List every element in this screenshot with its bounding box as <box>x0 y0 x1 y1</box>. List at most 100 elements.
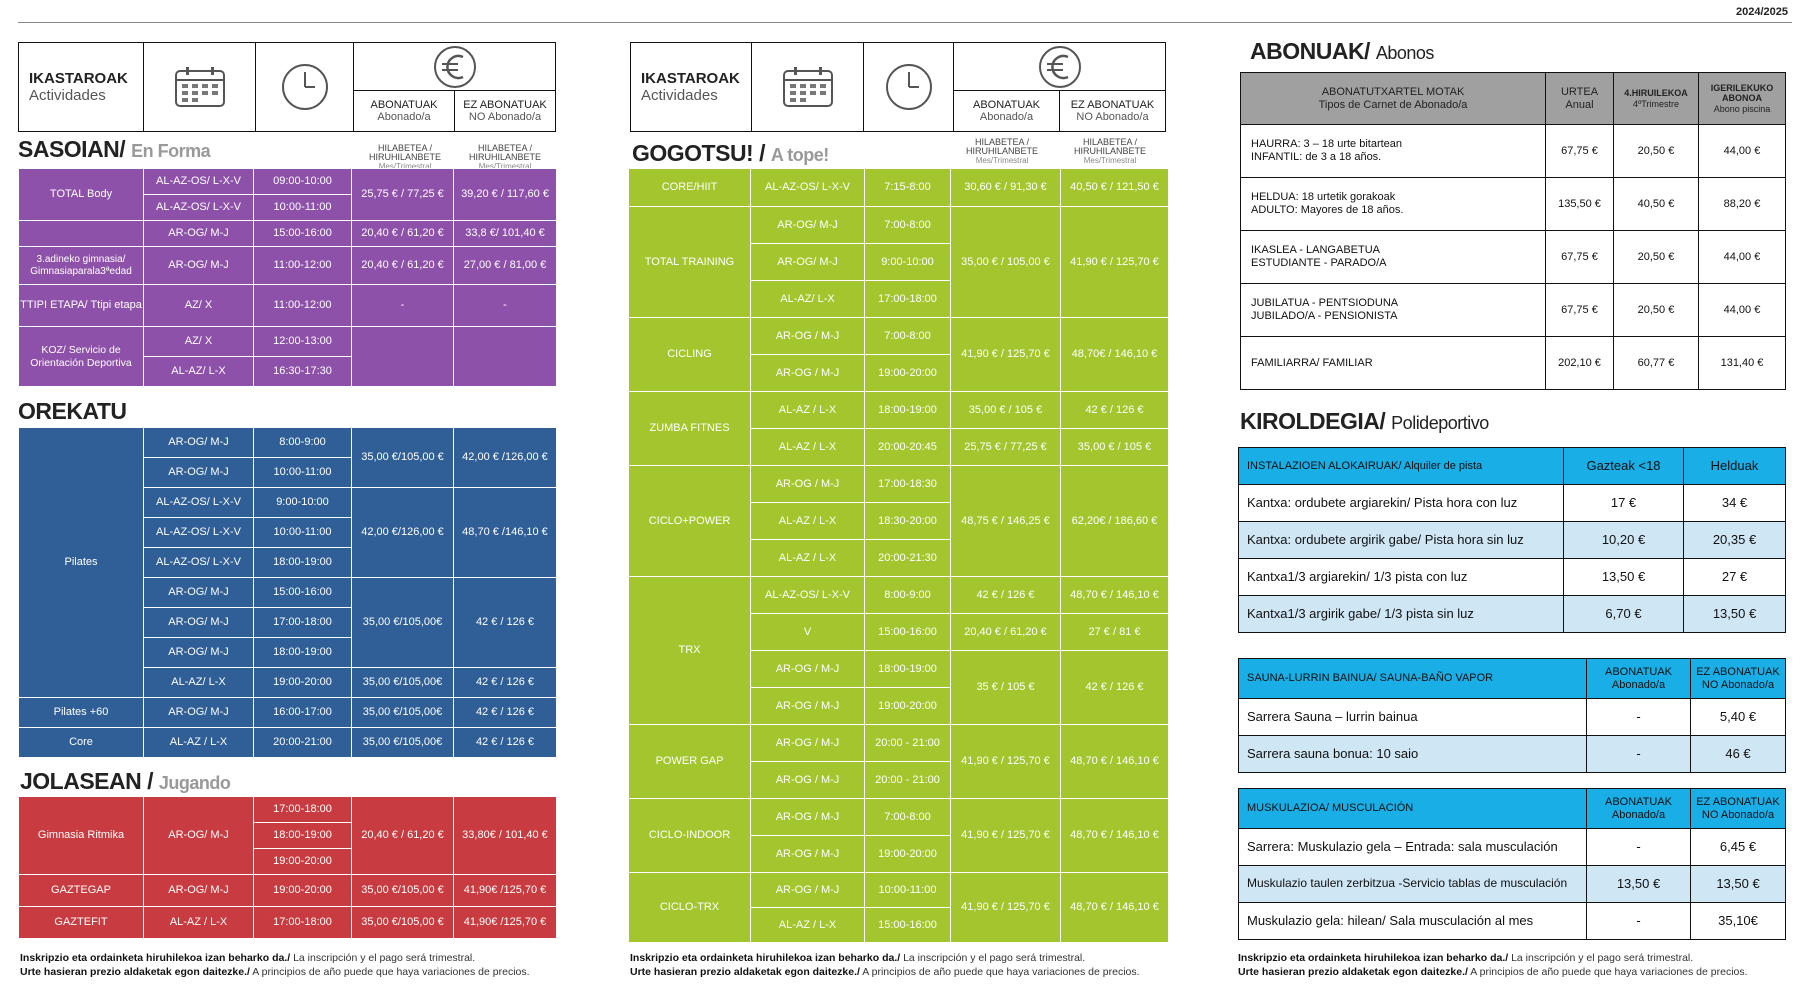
table-cell: Sarrera Sauna – lurrin bainua <box>1238 698 1587 736</box>
table-cell: 41,90 € / 125,70 € <box>1060 206 1169 318</box>
table-cell: 15:00-16:00 <box>864 613 951 651</box>
activity-name: KOZ/ Servicio de Orientación Deportiva <box>18 326 144 387</box>
table-cell: 27,00 € / 81,00 € <box>453 246 557 285</box>
clock-icon <box>863 43 953 131</box>
table-cell: AR-OG/ M-J <box>143 246 254 285</box>
table-cell: 20,40 € / 61,20 € <box>950 613 1061 651</box>
table-cell: V <box>750 613 865 651</box>
table-cell: 41,90€ /125,70 € <box>453 874 557 907</box>
table-row: Sarrera: Muskulazio gela – Entrada: sala… <box>1238 828 1786 866</box>
activity-name: 3.adineko gimnasia/ Gimnasiaparala3ªedad <box>18 246 144 285</box>
kiroldegia-title: KIROLDEGIA/ Polideportivo <box>1240 408 1489 434</box>
table-cell: 35,00 €/105,00 € <box>351 874 454 907</box>
table-cell: 19:00-20:00 <box>253 874 352 907</box>
table-cell: AR-OG/ M-J <box>143 607 254 638</box>
table-cell: 17:00-18:00 <box>253 607 352 638</box>
table-row: 3.adineko gimnasia/ Gimnasiaparala3ªedad… <box>18 246 557 285</box>
activity-name: GAZTEGAP <box>18 874 144 907</box>
table-cell: JUBILATUA - PENTSIODUNA JUBILADO/A - PENS… <box>1240 283 1546 337</box>
table-cell: 131,40 € <box>1698 336 1786 390</box>
table-cell: AZ/ X <box>143 284 254 327</box>
hili-note: HILABETEA / HIRUHILANBETE Mes/Trimestral <box>1073 137 1146 165</box>
table-cell: AL-AZ-OS/ L-X-V <box>143 194 254 221</box>
table-row: AR-OG/ M-J 15:00-16:00 35,00 €/105,00€ 42 €… <box>19 577 557 668</box>
table-cell: 35 € / 105 € <box>950 650 1061 725</box>
table-cell: AL-AZ/ L-X <box>750 280 865 318</box>
activity-name: CORE/HIIT <box>628 168 751 207</box>
table-cell: 9:00-10:00 <box>253 487 352 518</box>
table-cell: 135,50 € <box>1545 177 1614 231</box>
col-abonatuak-es: Abonado/a <box>377 111 431 123</box>
activity-name: CICLING <box>628 317 751 392</box>
table-cell: AL-AZ-OS/ L-X-V <box>750 168 865 207</box>
table-cell: 20:00-21:30 <box>864 539 951 577</box>
table-cell: 42 € / 126 € <box>453 727 557 758</box>
gogotsu-table: CORE/HIIT AL-AZ-OS/ L-X-V 7:15-8:00 30,60 €… <box>628 168 1169 943</box>
table-cell: AR-OG / M-J <box>750 354 865 392</box>
table-cell: AL-AZ-OS/ L-X-V <box>143 517 254 548</box>
table-cell: 34 € <box>1683 484 1786 522</box>
table-cell: 7:00-8:00 <box>864 206 951 244</box>
table-cell: Helduak <box>1683 447 1786 485</box>
calendar-icon <box>751 43 863 131</box>
table-row: SAUNA-LURRIN BAINUA/ SAUNA-BAÑO VAPOR ABO… <box>1238 658 1786 699</box>
table-row: GAZTEGAP AR-OG/ M-J 19:00-20:00 35,00 €/105… <box>18 874 557 907</box>
table-cell: 44,00 € <box>1698 283 1786 337</box>
table-cell: AL-AZ / L-X <box>750 539 865 577</box>
table-cell: 44,00 € <box>1698 230 1786 284</box>
activity-name: GAZTEFIT <box>18 906 144 939</box>
table-row: TOTAL TRAINING AR-OG/ M-J 7:00-8:00 35,00 €… <box>628 206 1169 318</box>
table-row: JUBILATUA - PENTSIODUNA JUBILADO/A - PENS… <box>1240 283 1786 337</box>
table-cell: 48,70 € /146,10 € <box>453 487 557 578</box>
table-cell: Muskulazio gela: hilean/ Sala musculació… <box>1238 902 1587 940</box>
table-cell: 48,70 € / 146,10 € <box>1060 576 1169 614</box>
table-cell: AL-AZ / L-X <box>750 502 865 540</box>
table-cell: 67,75 € <box>1545 230 1614 284</box>
table-cell: 10:00-11:00 <box>253 194 352 221</box>
clock-icon <box>255 43 353 131</box>
table-cell: 35,00 €/105,00 € <box>351 427 454 488</box>
table-cell: - <box>1586 735 1691 773</box>
table-cell: 6,70 € <box>1563 595 1684 633</box>
table-cell: 48,70 € / 146,10 € <box>1060 872 1169 943</box>
table-row: AR-OG/ M-J 17:00-18:00 <box>19 607 557 638</box>
table-row: AR-OG/ M-J 10:00-11:00 <box>19 457 557 488</box>
table-row: AR-OG / M-J 20:00 - 21:00 <box>629 761 1169 799</box>
table-cell: 10:00-11:00 <box>253 457 352 488</box>
hili-note: HILABETEA / HIRUHILANBETE Mes/Trimestral <box>368 143 441 171</box>
table-row: Kantxa: ordubete argiarekin/ Pista hora … <box>1238 484 1786 522</box>
header-subtitle: Actividades <box>29 87 106 104</box>
table-cell: 35,00 € / 105,00 € <box>950 206 1061 318</box>
table-cell: 13,50 € <box>1563 558 1684 596</box>
table-cell: Kantxa1/3 argirik gabe/ 1/3 pista sin lu… <box>1238 595 1564 633</box>
table-cell: 19:00-20:00 <box>864 687 951 725</box>
sasoian-title: SASOIAN/ En Forma <box>18 136 211 162</box>
table-row: Muskulazio gela: hilean/ Sala musculació… <box>1238 902 1786 940</box>
abonuak-table: ABONATUTXARTEL MOTAK Tipos de Carnet de A… <box>1240 72 1786 390</box>
activity-name: Pilates +60 <box>18 697 144 728</box>
table-cell: 18:00-19:00 <box>253 822 352 849</box>
table-cell: Sarrera sauna bonua: 10 saio <box>1238 735 1587 773</box>
activity-name: CICLO-TRX <box>628 872 751 943</box>
table-cell: AL-AZ / L-X <box>143 727 254 758</box>
table-cell: 19:00-20:00 <box>253 667 352 698</box>
table-cell: 20,50 € <box>1613 230 1699 284</box>
header-title: IKASTAROAK <box>641 70 740 87</box>
table-cell: 20:00-21:00 <box>253 727 352 758</box>
table-row: Kantxa1/3 argirik gabe/ 1/3 pista sin lu… <box>1238 595 1786 633</box>
table-cell: 41,90 € / 125,70 € <box>950 872 1061 943</box>
table-row: Gimnasia Ritmika AR-OG/ M-J 17:00-18:00 20,… <box>18 796 557 875</box>
table-cell: AR-OG/ M-J <box>143 697 254 728</box>
orekatu-table: Pilates AR-OG/ M-J 8:00-9:00 35,00 €/105,00… <box>18 427 557 758</box>
table-row: HAURRA: 3 – 18 urte bitartean INFANTIL: d… <box>1240 124 1786 178</box>
activity-name: ZUMBA FITNES <box>628 391 751 466</box>
table-cell: AL-AZ / L-X <box>750 428 865 466</box>
table-cell: AR-OG/ M-J <box>143 220 254 247</box>
table-cell: 25,75 € / 77,25 € <box>351 168 454 221</box>
abonuak-title: ABONUAK/ Abonos <box>1250 38 1434 64</box>
table-cell: 48,75 € / 146,25 € <box>950 465 1061 577</box>
table-cell: AR-OG/ M-J <box>143 637 254 668</box>
table-cell: 4.HIRUILEKOA 4ºTrimestre <box>1613 72 1699 125</box>
table-row: ABONATUTXARTEL MOTAK Tipos de Carnet de A… <box>1240 72 1786 125</box>
table-cell: 20:00 - 21:00 <box>864 724 951 762</box>
